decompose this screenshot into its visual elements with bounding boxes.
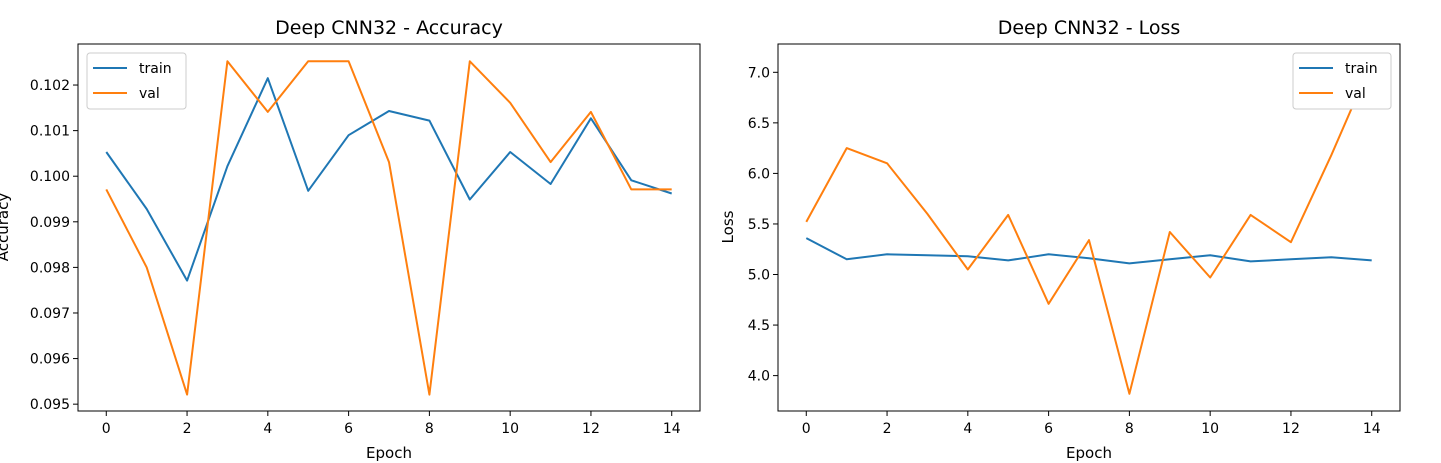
y-tick-label: 5.0 [748, 268, 770, 284]
plot-frame [777, 43, 1401, 412]
legend-label-val: val [139, 86, 160, 102]
plot-frame [77, 43, 701, 412]
series-line-val [805, 61, 1373, 395]
legend: train val [86, 52, 187, 110]
x-tick-label: 2 [883, 421, 892, 437]
tick-layer: 0 2 4 6 8 10 12 14 0.095 0.096 0.097 0.098 0.099 0.10… [30, 78, 681, 437]
y-tick-label: 0.097 [30, 306, 70, 322]
y-axis-label: Loss [719, 210, 737, 243]
y-tick-label: 7.0 [748, 65, 770, 81]
x-tick-label: 6 [1044, 421, 1053, 437]
x-tick-label: 12 [582, 421, 600, 437]
series-line-train [805, 237, 1372, 265]
x-tick-label: 0 [102, 421, 111, 437]
legend-label-train: train [1345, 61, 1378, 77]
y-tick-label: 4.0 [748, 369, 770, 385]
y-tick-label: 4.5 [748, 318, 770, 334]
legend: train val [1292, 52, 1392, 110]
x-tick-label: 8 [425, 421, 434, 437]
chart-title: Deep CNN32 - Loss [998, 17, 1181, 39]
legend-label-train: train [139, 61, 172, 77]
x-tick-label: 10 [1201, 421, 1219, 437]
x-tick-label: 4 [963, 421, 972, 437]
y-tick-label: 0.100 [30, 169, 70, 185]
series-layer [105, 60, 673, 396]
y-tick-label: 6.5 [748, 116, 770, 132]
x-axis-label: Epoch [366, 444, 412, 462]
y-tick-label: 0.101 [30, 124, 70, 140]
x-tick-label: 14 [1363, 421, 1381, 437]
loss-chart: Deep CNN32 - Loss Epoch Loss 0 2 4 6 8 10 12 14… [719, 17, 1401, 462]
chart-title: Deep CNN32 - Accuracy [275, 17, 503, 39]
x-tick-label: 14 [663, 421, 681, 437]
legend-label-val: val [1345, 86, 1366, 102]
x-tick-label: 2 [183, 421, 192, 437]
series-layer [805, 61, 1373, 395]
x-tick-label: 10 [501, 421, 519, 437]
y-tick-label: 5.5 [748, 217, 770, 233]
x-tick-label: 8 [1125, 421, 1134, 437]
y-tick-label: 0.098 [30, 260, 70, 276]
x-tick-label: 0 [802, 421, 811, 437]
y-tick-label: 0.096 [30, 352, 70, 368]
y-tick-label: 0.102 [30, 78, 70, 94]
y-tick-label: 0.099 [30, 215, 70, 231]
x-axis-label: Epoch [1066, 444, 1112, 462]
tick-layer: 0 2 4 6 8 10 12 14 4.0 4.5 5.0 5.5 6.0 6.5 7.0 [748, 65, 1381, 437]
y-tick-label: 6.0 [748, 166, 770, 182]
accuracy-chart: Deep CNN32 - Accuracy Epoch Accuracy 0 2 4… [0, 17, 701, 462]
y-tick-label: 0.095 [30, 397, 70, 413]
series-line-train [105, 77, 673, 282]
series-line-val [105, 60, 672, 396]
x-tick-label: 12 [1282, 421, 1300, 437]
x-tick-label: 6 [344, 421, 353, 437]
y-axis-label: Accuracy [0, 193, 12, 262]
x-tick-label: 4 [263, 421, 272, 437]
